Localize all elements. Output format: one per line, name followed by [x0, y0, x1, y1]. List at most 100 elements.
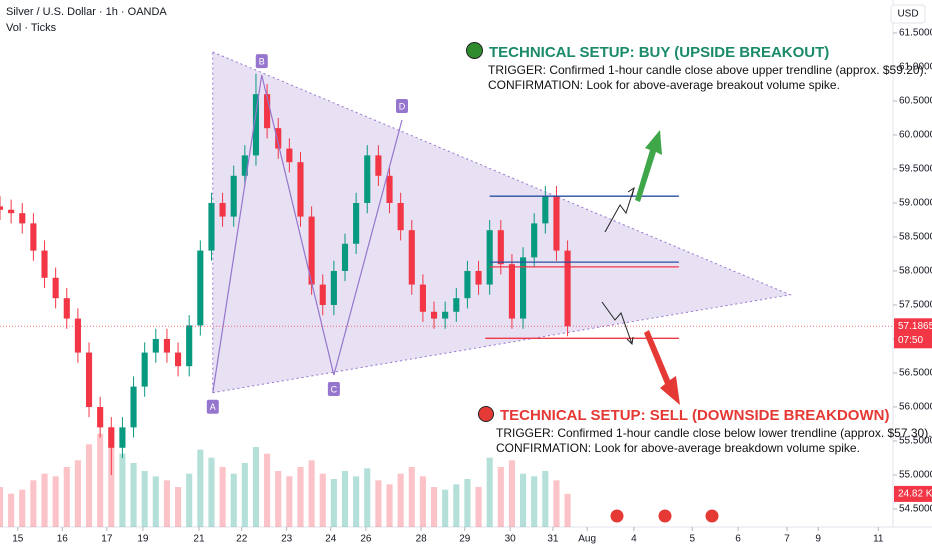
volume-bar — [119, 453, 126, 527]
event-icon[interactable] — [657, 508, 673, 524]
candle-body — [364, 155, 371, 203]
volume-label: Vol · Ticks — [6, 22, 57, 34]
y-tick-label: 56.00000 — [899, 402, 932, 413]
zigzag-up-head — [627, 186, 635, 197]
volume-bar — [564, 493, 571, 527]
x-tick-label: 29 — [459, 534, 471, 545]
candle-body — [85, 352, 93, 407]
volume-bar — [219, 467, 226, 527]
x-tick-label: 16 — [57, 534, 69, 545]
volume-bar — [408, 467, 415, 527]
candle-body — [442, 311, 449, 319]
candle-body — [141, 352, 148, 387]
zigzag-up — [604, 187, 635, 233]
candle-body — [241, 155, 248, 176]
candle-body — [386, 175, 393, 203]
x-tick-label: 21 — [193, 534, 205, 545]
x-tick-label: 24 — [325, 534, 337, 545]
volume-bar — [453, 484, 460, 527]
buy-arrow — [635, 130, 662, 202]
pattern-point-box — [395, 99, 408, 114]
sell-trigger: TRIGGER: Confirmed 1-hour candle close b… — [496, 426, 932, 440]
last-volume: 24.82 K — [898, 489, 932, 500]
volume-bar — [0, 487, 4, 527]
y-tick-label: 58.00000 — [899, 266, 932, 277]
x-tick-label: 7 — [784, 534, 790, 545]
volume-bar — [442, 489, 449, 527]
volume-bar — [97, 433, 104, 527]
candle-body — [108, 427, 115, 448]
x-tick-label: 15 — [12, 534, 24, 545]
candle-body — [419, 284, 426, 312]
event-icon[interactable] — [704, 508, 720, 524]
countdown: 07:50 — [898, 335, 923, 346]
sell-dot — [478, 406, 494, 422]
y-tick-label: 61.50000 — [899, 28, 932, 39]
y-tick-label: 61.00000 — [899, 62, 932, 73]
candle-body — [341, 243, 349, 271]
volume-bar — [542, 471, 549, 527]
candle-body — [230, 175, 237, 217]
sell-note: TECHNICAL SETUP: SELL (DOWNSIDE BREAKDOW… — [478, 406, 932, 456]
volume-bar — [397, 473, 404, 527]
zigzag-down-head — [626, 336, 634, 346]
volume-bar — [85, 444, 93, 527]
candle-body — [163, 338, 170, 353]
buy-trigger: TRIGGER: Confirmed 1-hour candle close a… — [488, 63, 927, 77]
y-tick-label: 59.50000 — [899, 164, 932, 175]
y-tick-label: 56.50000 — [899, 368, 932, 379]
volume-bar — [497, 467, 504, 527]
x-tick-label: 4 — [631, 534, 637, 545]
candle-body — [286, 148, 293, 163]
sell-title-text: TECHNICAL SETUP: SELL (DOWNSIDE BREAKDOW… — [500, 407, 890, 424]
candle-body — [464, 270, 471, 299]
candle-body — [119, 427, 126, 448]
chart-title: Silver / U.S. Dollar · 1h · OANDA — [6, 6, 167, 18]
volume-bar — [208, 457, 215, 527]
candle-body — [486, 230, 493, 285]
x-tick-label: 22 — [236, 534, 248, 545]
buy-dot — [466, 42, 483, 59]
candle-body — [63, 298, 70, 319]
volume-bar — [230, 473, 237, 527]
candle-body — [275, 128, 282, 149]
candle-body — [97, 406, 104, 428]
volume-bar — [475, 487, 482, 527]
volume-bar — [375, 480, 382, 527]
buy-title: TECHNICAL SETUP: BUY (UPSIDE BREAKOUT) — [466, 42, 927, 63]
y-tick-label: 57.50000 — [899, 300, 932, 311]
candle-body — [0, 206, 4, 210]
volume-bar — [486, 457, 493, 527]
volume-bar — [8, 493, 15, 527]
volume-bar — [341, 471, 349, 527]
candle-body — [175, 352, 182, 367]
volume-bar — [152, 476, 159, 527]
currency-box[interactable] — [890, 4, 926, 24]
volume-bar — [186, 473, 193, 527]
triangle-pattern — [212, 51, 792, 394]
x-tick-label: 23 — [281, 534, 293, 545]
y-tick-label: 60.00000 — [899, 130, 932, 141]
pattern-line — [212, 74, 403, 393]
candle-body — [297, 162, 304, 217]
x-tick-label: 31 — [547, 534, 559, 545]
candle-body — [330, 270, 337, 305]
x-tick-label: 6 — [735, 534, 741, 545]
candle-body — [152, 338, 159, 353]
candle-body — [41, 250, 48, 278]
last-price-tag — [894, 318, 932, 349]
volume-bar — [275, 471, 282, 527]
event-icon[interactable] — [609, 508, 625, 524]
volume-bar — [108, 427, 115, 527]
y-tick-label: 58.50000 — [899, 232, 932, 243]
volume-bar — [19, 489, 26, 527]
candle-body — [553, 196, 560, 251]
buy-confirmation: CONFIRMATION: Look for above-average bre… — [488, 78, 840, 92]
candle-body — [508, 264, 515, 319]
candle-body — [408, 230, 415, 285]
volume-bar — [353, 476, 360, 527]
pattern-point-box — [206, 399, 219, 414]
candle-body — [397, 202, 404, 231]
